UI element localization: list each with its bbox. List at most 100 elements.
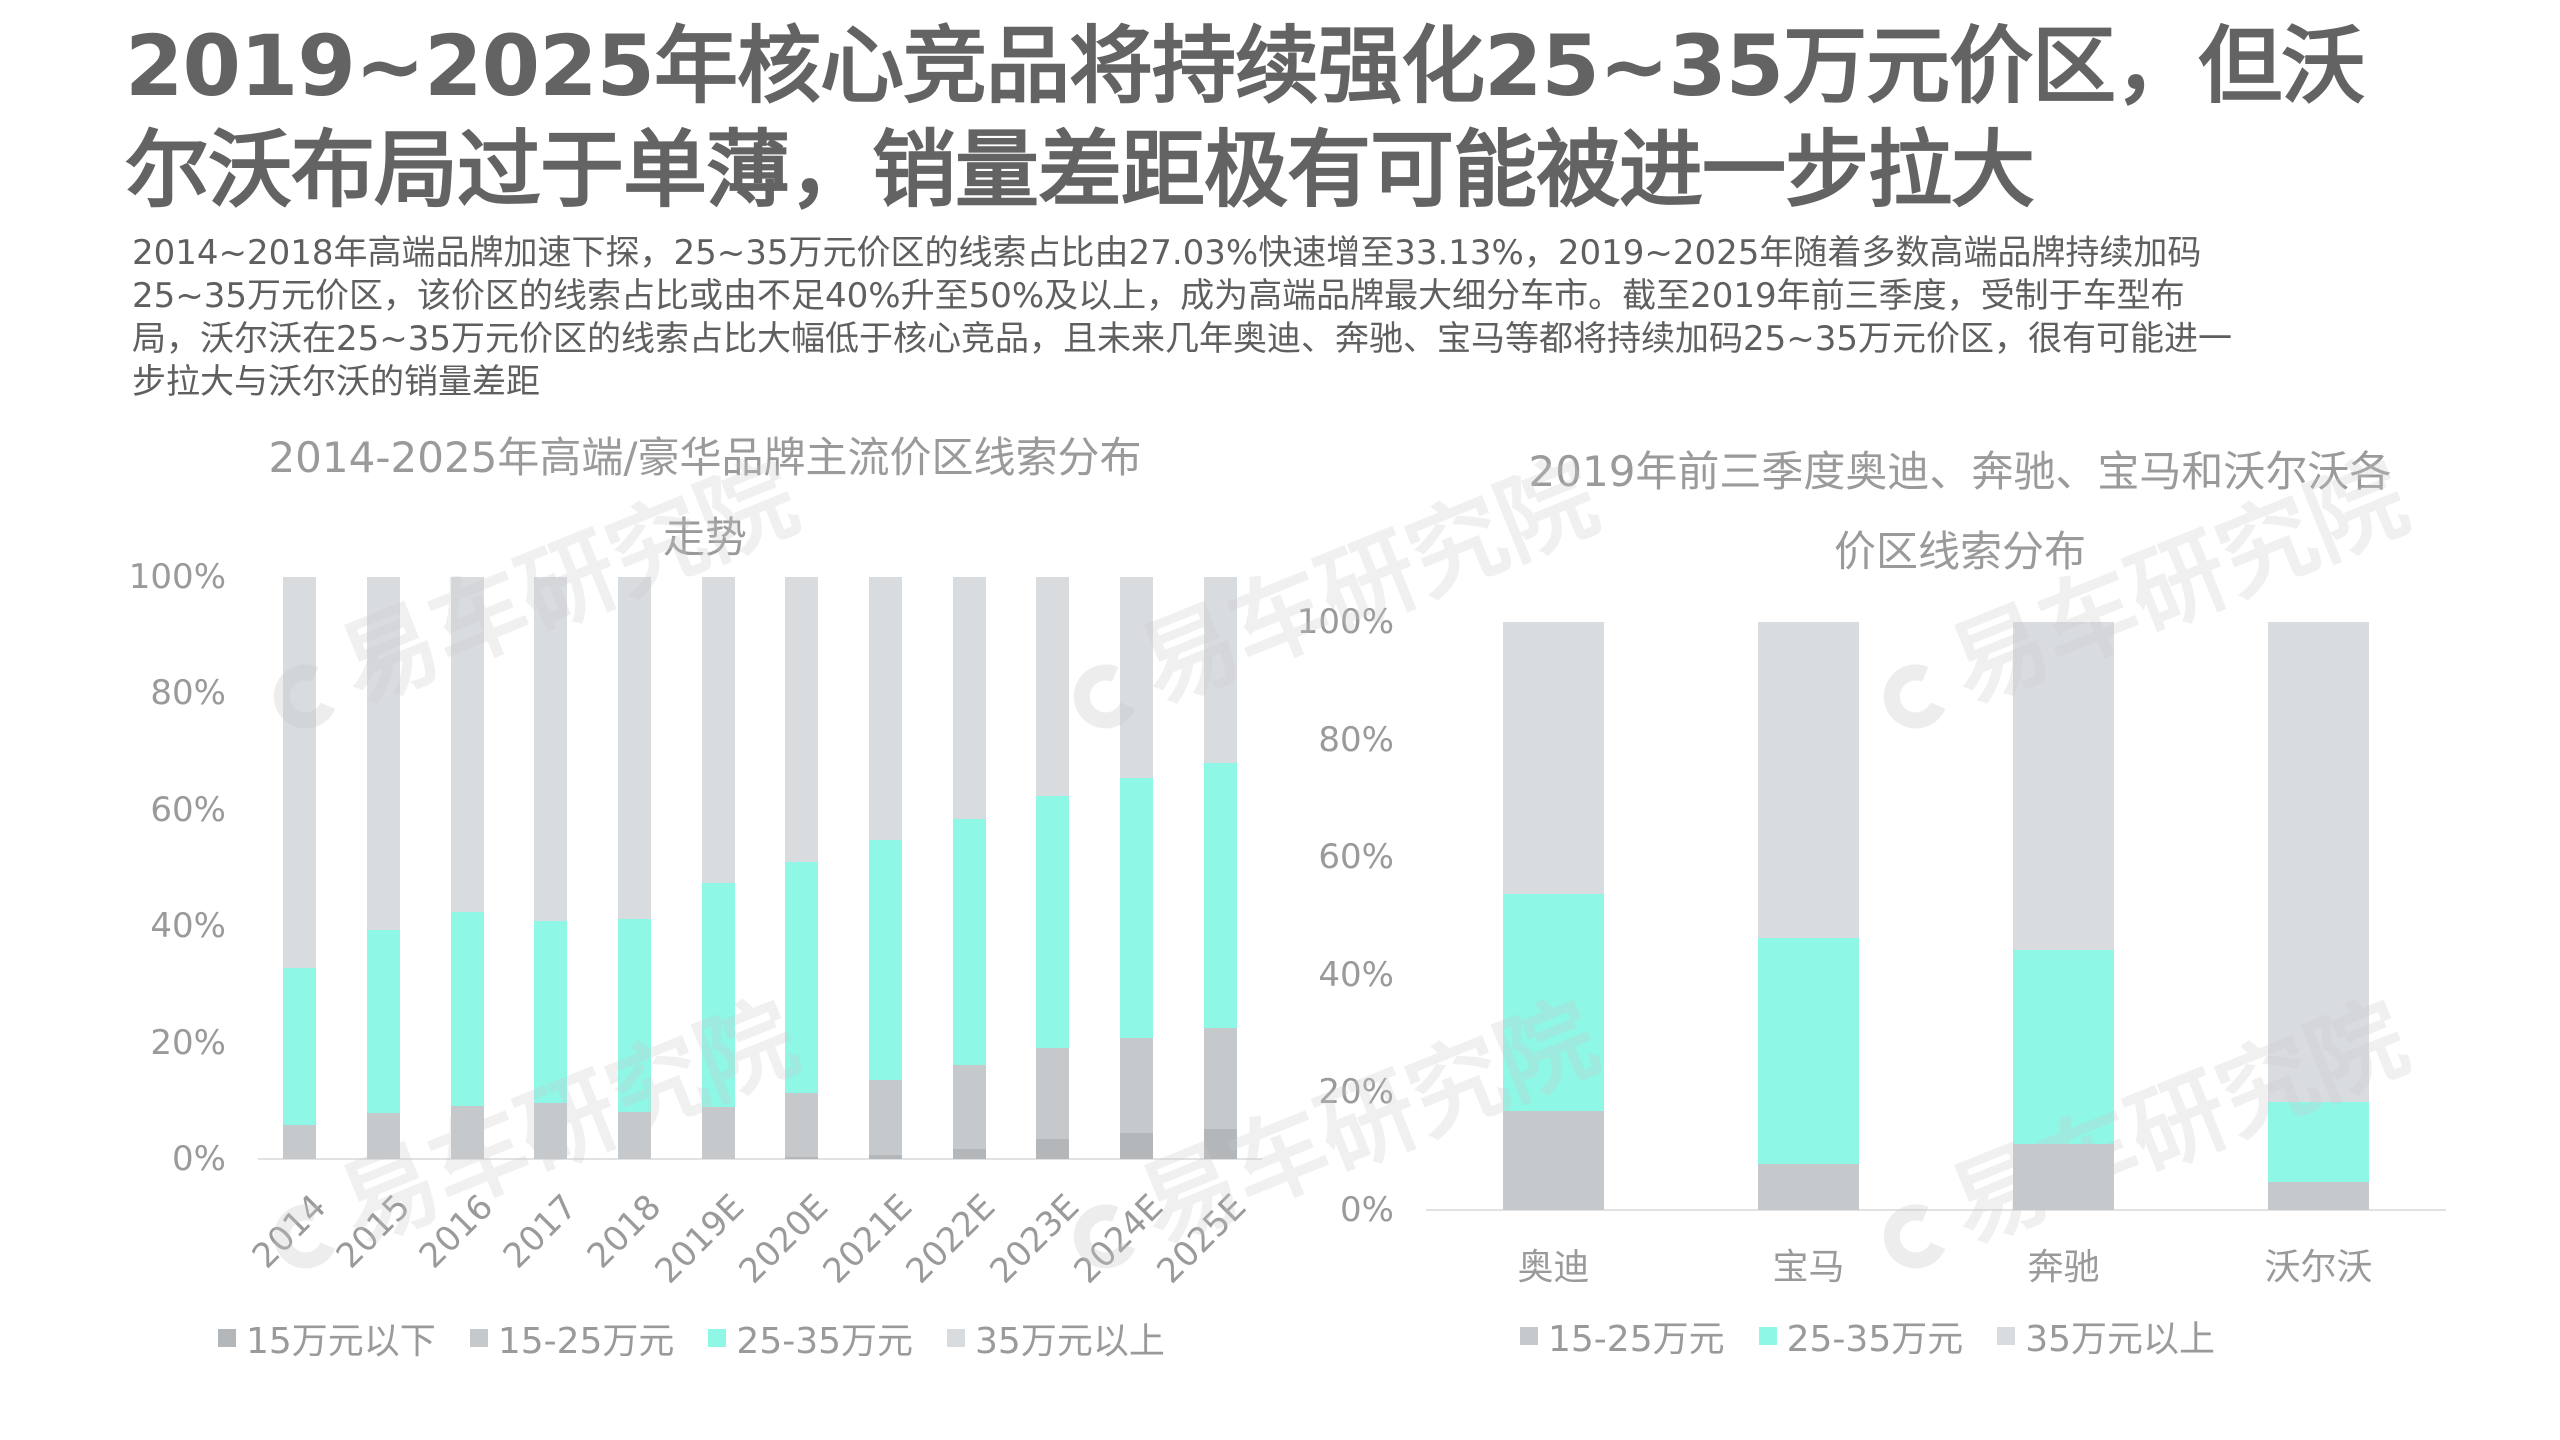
bar-segment bbox=[1503, 622, 1604, 894]
page-title: 2019~2025年核心竞品将持续强化25~35万元价区，但沃 尔沃布局过于单薄… bbox=[125, 14, 2545, 222]
brand-chart-title-line-1: 2019年前三季度奥迪、奔驰、宝马和沃尔沃各 bbox=[1528, 447, 2392, 496]
bar-segment bbox=[534, 920, 568, 1104]
bar-segment bbox=[701, 577, 735, 883]
bar-segment bbox=[952, 577, 986, 819]
bar-segment bbox=[785, 861, 819, 1094]
bar-segment bbox=[1120, 777, 1153, 1038]
legend-item: 35万元以上 bbox=[947, 1312, 1165, 1364]
bar-segment bbox=[2013, 950, 2114, 1144]
legend-swatch-icon bbox=[947, 1329, 966, 1347]
x-tick-label: 沃尔沃 bbox=[2264, 1247, 2373, 1288]
brand-chart-title: 2019年前三季度奥迪、奔驰、宝马和沃尔沃各 价区线索分布 bbox=[1460, 432, 2460, 592]
legend-label: 15-25万元 bbox=[1548, 1319, 1725, 1360]
bar-segment bbox=[869, 840, 902, 1080]
bar-segment bbox=[367, 929, 400, 1114]
bar-segment bbox=[534, 1103, 568, 1159]
bar-segment bbox=[869, 1079, 902, 1155]
summary-line: 2014~2018年高端品牌加速下探，25~35万元价区的线索占比由27.03%… bbox=[132, 233, 2202, 273]
bar-segment bbox=[952, 818, 986, 1065]
bar-segment bbox=[450, 1106, 484, 1159]
bar-segment bbox=[450, 577, 484, 912]
stacked-bar bbox=[1120, 577, 1153, 1159]
trend-chart-title-line-1: 2014-2025年高端/豪华品牌主流价区线索分布 bbox=[268, 433, 1142, 482]
y-tick-label: 100% bbox=[128, 557, 226, 597]
bar-segment bbox=[952, 1064, 986, 1149]
stacked-bar bbox=[1203, 577, 1237, 1159]
bar-segment bbox=[1120, 1037, 1153, 1133]
legend-swatch-icon bbox=[1758, 1327, 1777, 1345]
bar-segment bbox=[1036, 577, 1070, 797]
bar-segment bbox=[1120, 577, 1153, 778]
brand-chart-legend: 15-25万元 25-35万元 35万元以上 bbox=[1520, 1310, 2249, 1362]
y-tick-label: 80% bbox=[150, 673, 226, 714]
y-tick-label: 60% bbox=[150, 789, 226, 830]
summary-line: 局，沃尔沃在25~35万元价区的线索占比大幅低于核心竞品，且未来几年奥迪、奔驰、… bbox=[132, 319, 2233, 359]
bar-segment bbox=[618, 919, 651, 1112]
bar-segment bbox=[1036, 1047, 1070, 1139]
stacked-bar bbox=[1503, 622, 1604, 1210]
y-tick-label: 40% bbox=[1318, 954, 1394, 995]
stacked-bar bbox=[367, 577, 400, 1159]
bar-segment bbox=[1758, 937, 1859, 1164]
legend-item: 35万元以上 bbox=[1997, 1310, 2215, 1362]
legend-label: 15万元以下 bbox=[246, 1321, 436, 1362]
y-tick-label: 40% bbox=[150, 906, 226, 947]
bar-segment bbox=[869, 1154, 902, 1159]
stacked-bar bbox=[450, 577, 484, 1159]
y-tick-label: 60% bbox=[1318, 837, 1394, 878]
bar-segment bbox=[367, 1113, 400, 1159]
bar-segment bbox=[952, 1148, 986, 1159]
bar-segment bbox=[618, 577, 651, 920]
legend-swatch-icon bbox=[1520, 1327, 1538, 1345]
stacked-bar bbox=[2268, 622, 2369, 1210]
legend-item: 15万元以下 bbox=[218, 1312, 436, 1364]
bar-segment bbox=[701, 1107, 735, 1159]
stacked-bar bbox=[283, 577, 317, 1159]
x-tick-label: 奔驰 bbox=[2027, 1247, 2100, 1288]
page-title-line-1: 2019~2025年核心竞品将持续强化25~35万元价区，但沃 bbox=[125, 17, 2365, 115]
bar-segment bbox=[785, 1157, 819, 1159]
legend-label: 25-35万元 bbox=[736, 1321, 914, 1362]
page-title-line-2: 尔沃布局过于单薄，销量差距极有可能被进一步拉大 bbox=[125, 121, 2035, 219]
bar-segment bbox=[1503, 893, 1604, 1111]
legend-item: 25-35万元 bbox=[708, 1312, 913, 1364]
bar-segment bbox=[701, 882, 735, 1108]
legend-label: 25-35万元 bbox=[1786, 1319, 1964, 1360]
bar-segment bbox=[1203, 1028, 1237, 1129]
legend-item: 25-35万元 bbox=[1758, 1310, 1964, 1362]
bar-segment bbox=[534, 577, 568, 921]
bar-segment bbox=[1203, 1128, 1237, 1159]
bar-segment bbox=[1758, 1163, 1859, 1210]
bar-segment bbox=[367, 577, 400, 930]
bar-segment bbox=[283, 1124, 317, 1159]
x-tick-label: 宝马 bbox=[1772, 1247, 1845, 1288]
y-tick-label: 100% bbox=[1296, 602, 1394, 642]
watermark-logo-icon bbox=[1873, 654, 1958, 738]
stacked-bar bbox=[618, 577, 651, 1159]
y-tick-label: 20% bbox=[150, 1022, 226, 1063]
summary-paragraph: 2014~2018年高端品牌加速下探，25~35万元价区的线索占比由27.03%… bbox=[132, 232, 2512, 404]
bar-segment bbox=[618, 1111, 651, 1159]
stacked-bar bbox=[869, 577, 902, 1159]
legend-item: 15-25万元 bbox=[1520, 1310, 1725, 1362]
bar-segment bbox=[450, 911, 484, 1107]
stacked-bar bbox=[1758, 622, 1859, 1210]
y-tick-label: 20% bbox=[1318, 1072, 1394, 1113]
bar-segment bbox=[2268, 1101, 2369, 1182]
bar-segment bbox=[785, 577, 819, 862]
stacked-bar bbox=[785, 577, 819, 1159]
bar-segment bbox=[1203, 762, 1237, 1029]
legend-swatch-icon bbox=[708, 1329, 727, 1347]
stacked-bar bbox=[952, 577, 986, 1159]
trend-chart-legend: 15万元以下 15-25万元 25-35万元 35万元以上 bbox=[218, 1312, 1199, 1364]
bar-segment bbox=[869, 577, 902, 841]
bar-segment bbox=[2268, 1181, 2369, 1210]
legend-label: 35万元以上 bbox=[975, 1321, 1165, 1362]
trend-chart-title-line-2: 走势 bbox=[662, 513, 747, 562]
legend-swatch-icon bbox=[218, 1329, 236, 1347]
stacked-bar bbox=[701, 577, 735, 1159]
bar-segment bbox=[2013, 1143, 2114, 1210]
brand-chart-x-axis-line bbox=[1426, 1209, 2446, 1211]
bar-segment bbox=[1203, 577, 1237, 763]
stacked-bar bbox=[2013, 622, 2114, 1210]
